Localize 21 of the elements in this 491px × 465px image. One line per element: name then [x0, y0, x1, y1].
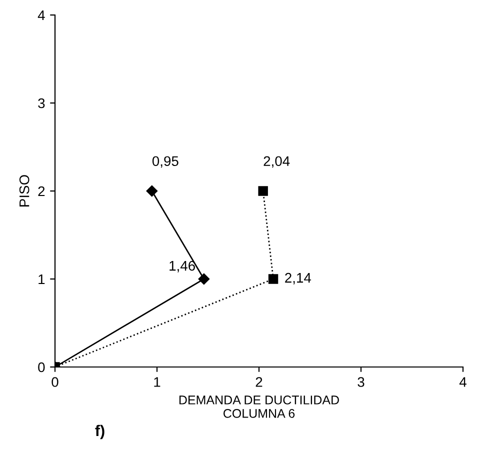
x-tick-label: 4 — [459, 377, 466, 387]
y-tick-label: 3 — [38, 98, 45, 108]
x-axis-title: DEMANDA DE DUCTILIDAD COLUMNA 6 — [179, 396, 339, 418]
point — [258, 186, 268, 196]
x-tick-label: 2 — [256, 377, 262, 387]
annotation: 1,46 — [170, 260, 195, 272]
x-tick-label: 3 — [358, 377, 364, 387]
y-axis-title: PISO — [19, 175, 30, 206]
y-tick-label: 4 — [38, 10, 45, 20]
x-tick-label: 0 — [52, 377, 58, 387]
text: f) — [95, 424, 104, 440]
y-tick-label: 0 — [38, 362, 45, 372]
x-tick-label: 1 — [154, 377, 160, 387]
y-tick-label: 1 — [38, 274, 45, 284]
point — [268, 274, 278, 284]
point — [198, 273, 210, 285]
annotation: 0,95 — [152, 156, 178, 168]
annotation: 2,04 — [264, 156, 290, 168]
point — [146, 185, 158, 197]
y-tick-label: 2 — [38, 186, 45, 196]
annotation: 2,14 — [285, 272, 312, 284]
